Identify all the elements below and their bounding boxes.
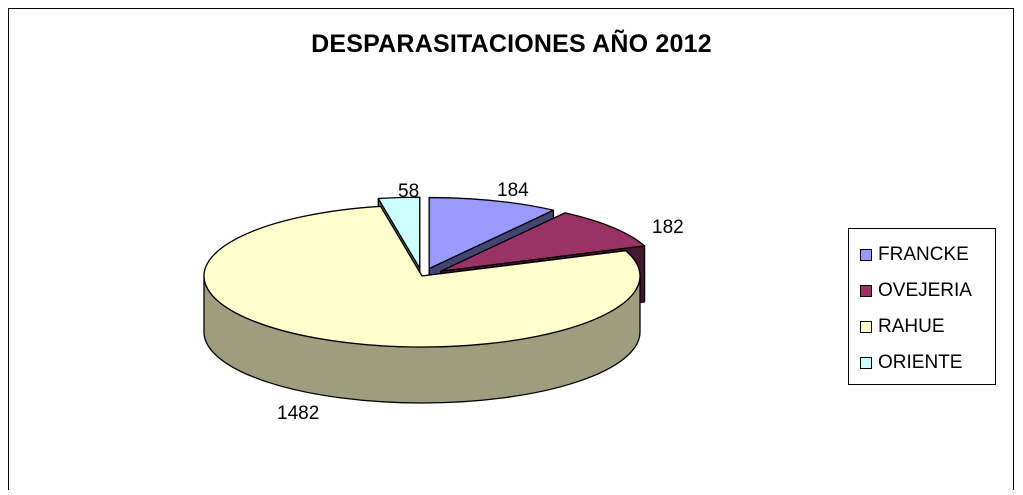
legend-label-ovejeria: OVEJERIA <box>878 280 972 301</box>
legend-label-francke: FRANCKE <box>878 244 969 265</box>
legend-label-oriente: ORIENTE <box>878 352 963 373</box>
data-label-ovejeria: 182 <box>652 217 684 238</box>
legend-swatch-oriente <box>860 357 872 369</box>
slice-ovejeria <box>440 212 646 272</box>
data-label-francke: 184 <box>497 180 529 201</box>
legend-swatch-rahue <box>860 321 872 333</box>
legend: FRANCKE OVEJERIA RAHUE ORIENTE <box>848 228 996 385</box>
pie-tops <box>203 196 646 348</box>
legend-swatch-ovejeria <box>860 285 872 297</box>
legend-item-rahue: RAHUE <box>849 309 995 345</box>
slice-francke <box>428 196 555 270</box>
legend-item-francke: FRANCKE <box>849 237 995 273</box>
data-label-rahue: 1482 <box>277 403 319 424</box>
slice-oriente <box>377 196 421 269</box>
chart-title: DESPARASITACIONES AÑO 2012 <box>311 30 712 58</box>
legend-label-rahue: RAHUE <box>878 316 945 337</box>
legend-item-oriente: ORIENTE <box>849 345 995 381</box>
slice-rahue <box>203 205 641 348</box>
legend-item-ovejeria: OVEJERIA <box>849 273 995 309</box>
data-label-oriente: 58 <box>398 181 419 202</box>
legend-swatch-francke <box>860 249 872 261</box>
